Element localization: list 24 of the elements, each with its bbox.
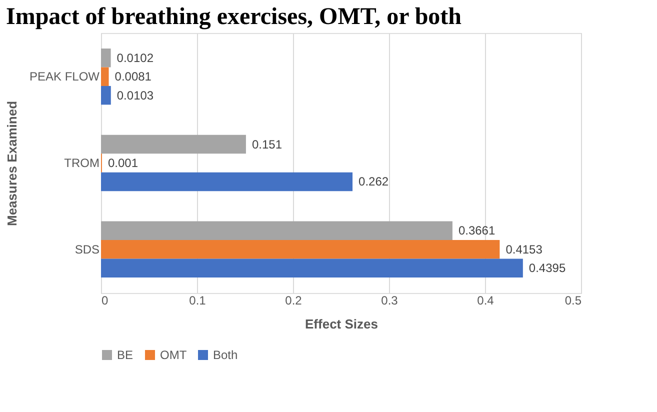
data-label: 0.0103: [116, 88, 154, 102]
data-label: 0.001: [108, 156, 138, 170]
data-label: 0.3661: [458, 224, 496, 238]
x-axis-title: Effect Sizes: [305, 316, 378, 332]
x-tick-label: 0.5: [564, 294, 582, 308]
y-tick-label: SDS: [74, 242, 100, 256]
y-axis-title: Measures Examined: [4, 100, 20, 226]
legend-label: BE: [117, 348, 134, 362]
y-tick-label: TROM: [64, 156, 100, 170]
data-label: 0.262: [358, 174, 389, 189]
data-label: 0.151: [252, 137, 282, 152]
y-tick-label: PEAK FLOW: [29, 70, 100, 84]
data-label: 0.0081: [114, 70, 152, 84]
x-tick-label: 0: [102, 294, 108, 308]
x-tick-label: 0.4: [477, 294, 494, 308]
data-label: 0.0102: [116, 50, 154, 65]
legend-label: Both: [213, 348, 238, 362]
x-tick-label: 0.2: [285, 294, 302, 308]
x-tick-label: 0.3: [381, 294, 398, 308]
data-label: 0.4395: [528, 261, 566, 276]
data-label: 0.4153: [506, 242, 543, 256]
x-tick-label: 0.1: [189, 294, 206, 308]
legend-label: OMT: [160, 348, 188, 362]
chart-title: Impact of breathing exercises, OMT, or both: [6, 4, 462, 30]
